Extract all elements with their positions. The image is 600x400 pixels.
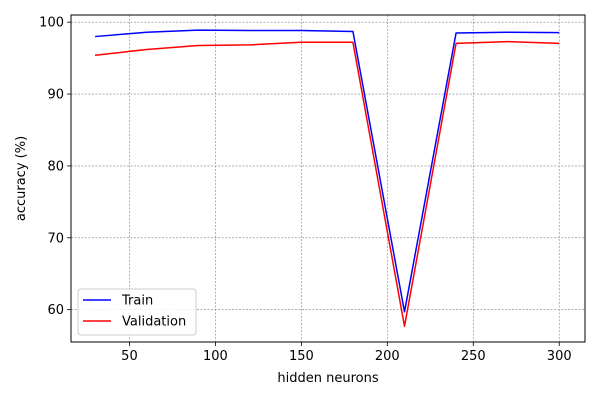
series-line-train: [95, 29, 560, 313]
y-tick-label: 60: [47, 303, 64, 318]
x-tick-label: 50: [121, 349, 138, 364]
y-tick-label: 100: [39, 16, 64, 31]
plot-frame: [70, 14, 586, 343]
y-axis-ticks: 60 70 80 90 100: [39, 16, 71, 318]
x-tick-label: 300: [547, 349, 572, 364]
legend-label-validation: Validation: [122, 315, 186, 330]
series-line-validation: [94, 40, 560, 327]
x-tick-label: 150: [289, 349, 314, 364]
series-lines: [94, 29, 560, 327]
x-tick-label: 250: [461, 349, 486, 364]
legend: Train Validation: [77, 288, 197, 336]
y-axis-label: accuracy (%): [14, 136, 29, 221]
y-tick-label: 80: [47, 159, 64, 174]
x-axis-ticks: 50 100 150 200 250 300: [121, 342, 572, 364]
x-axis-label: hidden neurons: [277, 371, 378, 386]
x-tick-label: 200: [375, 349, 400, 364]
y-tick-label: 70: [47, 231, 64, 246]
legend-label-train: Train: [121, 294, 153, 309]
y-tick-label: 90: [47, 88, 64, 103]
x-tick-label: 100: [203, 349, 228, 364]
